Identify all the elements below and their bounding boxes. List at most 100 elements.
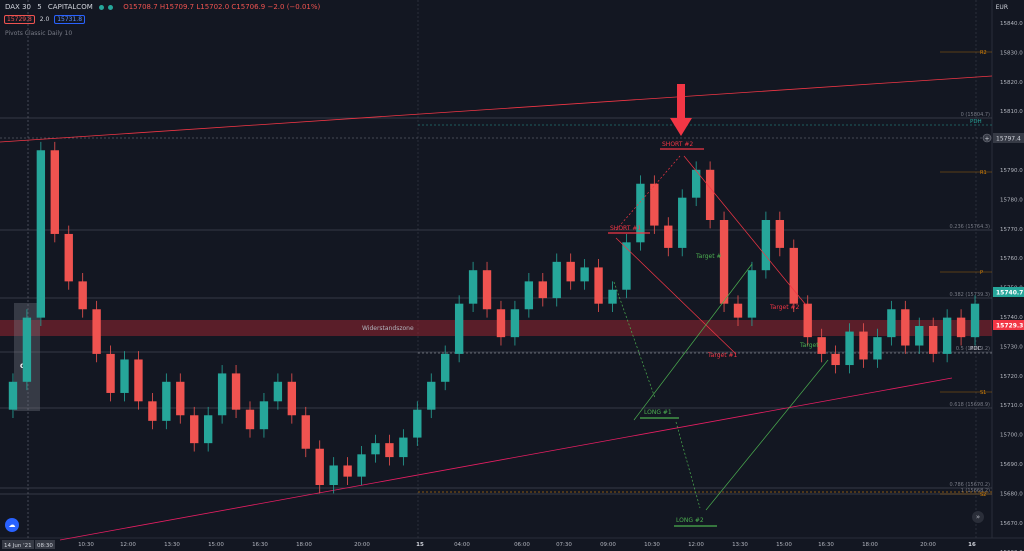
symbol-name[interactable]: DAX 30 bbox=[5, 3, 31, 11]
long2-path bbox=[705, 359, 829, 511]
candle-body bbox=[92, 309, 101, 354]
time-tick-label: 06:00 bbox=[514, 542, 530, 548]
price-tick-label: 15740.0 bbox=[1000, 315, 1023, 321]
pivot-label: P bbox=[980, 270, 983, 276]
candle-body bbox=[496, 309, 506, 338]
price-tick-label: 15720.0 bbox=[1000, 374, 1023, 380]
time-tick-label: 16:30 bbox=[252, 542, 268, 548]
price-tick-label: 15690.0 bbox=[1000, 462, 1023, 468]
candle-body bbox=[329, 465, 338, 485]
tradingview-logo-icon[interactable]: ☁ bbox=[5, 518, 19, 532]
candle-body bbox=[231, 373, 241, 410]
fib-level-label: 0.618 (15698.9) bbox=[950, 402, 991, 408]
candle-body bbox=[803, 303, 812, 338]
short-entry-path bbox=[615, 155, 681, 231]
candle-body bbox=[8, 381, 18, 410]
lower-trendline bbox=[59, 377, 953, 541]
candle-body bbox=[524, 281, 534, 310]
candle-body bbox=[510, 309, 520, 338]
long1-path bbox=[633, 263, 753, 421]
candle-body bbox=[594, 267, 603, 304]
currency-label[interactable]: EUR bbox=[995, 4, 1008, 11]
price-tick-label: 15810.0 bbox=[1000, 109, 1023, 115]
long2-label: LONG #2 bbox=[676, 517, 704, 524]
resistance-zone bbox=[0, 320, 992, 336]
candle-body bbox=[217, 373, 227, 416]
ask-button[interactable]: 15731.8 bbox=[54, 15, 86, 24]
candle-body bbox=[287, 381, 297, 416]
add-alert-plus-icon: + bbox=[985, 136, 990, 143]
candle-body bbox=[789, 247, 798, 304]
candle-body bbox=[399, 437, 408, 458]
pdh-label: PDH bbox=[970, 119, 982, 125]
price-tick-label: 15670.0 bbox=[1000, 521, 1023, 527]
price-tick-label: 15700.0 bbox=[1000, 433, 1023, 439]
time-tick-label: 07:30 bbox=[556, 542, 572, 548]
candle-body bbox=[50, 150, 59, 234]
fib-level-label: 0 (15804.7) bbox=[961, 112, 990, 118]
candle-body bbox=[859, 331, 868, 360]
candle-body bbox=[580, 267, 589, 282]
candle-body bbox=[106, 353, 115, 393]
long2-entry-path bbox=[675, 421, 701, 509]
time-tick-label: 15:00 bbox=[776, 542, 792, 548]
target-long1-label: Target # bbox=[695, 253, 722, 260]
fib-level-label: 0.786 (15670.2) bbox=[950, 482, 991, 488]
candle-body bbox=[538, 281, 547, 299]
exchange-label: CAPITALCOM bbox=[47, 3, 93, 11]
crosshair-time-badge bbox=[35, 540, 55, 549]
bid-ask-panel: 15729.8 2.0 15731.8 bbox=[4, 15, 86, 24]
candle-body bbox=[566, 261, 575, 282]
fib-level-label: 0.5 (15719.2) bbox=[956, 346, 990, 352]
candle-body bbox=[427, 381, 436, 410]
interval-label[interactable]: 5 bbox=[37, 3, 42, 11]
long1-entry-path bbox=[613, 281, 656, 399]
candle-body bbox=[915, 326, 924, 346]
candle-body bbox=[482, 270, 492, 310]
candle-body bbox=[775, 220, 785, 248]
short-arrow-shaft bbox=[677, 84, 685, 120]
upper-trendline bbox=[0, 75, 993, 143]
price-tick-label: 15790.0 bbox=[1000, 168, 1023, 174]
candle-body bbox=[468, 270, 478, 304]
candle-body bbox=[36, 150, 46, 318]
time-tick-label: 15:00 bbox=[208, 542, 224, 548]
candle-body bbox=[441, 353, 450, 382]
current-price-badge bbox=[993, 287, 1024, 297]
resistance-zone-label: Widerstandszone bbox=[362, 325, 414, 332]
price-tick-label: 15840.0 bbox=[1000, 21, 1023, 27]
candle-body bbox=[664, 225, 673, 248]
pdc-label: PDC bbox=[970, 346, 982, 352]
resistance-price-badge bbox=[993, 320, 1024, 330]
candle-body bbox=[413, 409, 422, 438]
candle-body bbox=[552, 261, 561, 299]
crosshair-price-badge bbox=[993, 133, 1024, 143]
fib-level-label: 1 (15668.2) bbox=[961, 488, 990, 494]
candle-body bbox=[134, 359, 143, 402]
candle-body bbox=[845, 331, 854, 366]
candle-body bbox=[190, 415, 199, 444]
candle-body bbox=[733, 303, 743, 318]
price-tick-label: 15730.0 bbox=[1000, 344, 1023, 350]
candle-body bbox=[273, 381, 283, 402]
target1-label: Target #1 bbox=[707, 352, 737, 359]
bid-button[interactable]: 15729.8 bbox=[4, 15, 35, 24]
indicator-legend[interactable]: Pivots Classic Daily 10 bbox=[5, 30, 73, 37]
time-tick-label: 18:00 bbox=[862, 542, 878, 548]
candle-body bbox=[245, 409, 255, 430]
candle-body bbox=[691, 169, 701, 198]
time-tick-label: 10:30 bbox=[644, 542, 660, 548]
time-tick-label: 20:00 bbox=[354, 542, 370, 548]
time-tick-label: 13:30 bbox=[164, 542, 180, 548]
target-long2-label: Target bbox=[799, 342, 819, 349]
candle-body bbox=[956, 317, 966, 338]
candle-body bbox=[78, 281, 87, 310]
candle-body bbox=[970, 303, 980, 338]
price-tick-label: 15680.0 bbox=[1000, 491, 1023, 497]
candle-body bbox=[162, 381, 171, 421]
ohlc-values: O15708.7 H15709.7 L15702.0 C15706.9 −2.0… bbox=[123, 3, 321, 11]
scroll-to-realtime-icon[interactable]: » bbox=[972, 511, 984, 523]
pivot-label: R2 bbox=[980, 50, 987, 56]
candle-body bbox=[636, 183, 645, 243]
